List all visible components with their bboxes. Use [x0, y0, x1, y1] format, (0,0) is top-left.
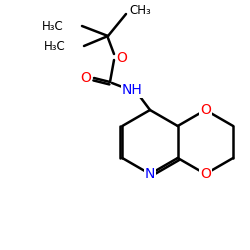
Text: H₃C: H₃C — [42, 20, 64, 32]
Text: O: O — [200, 167, 211, 181]
Text: O: O — [80, 71, 92, 85]
Text: N: N — [145, 167, 155, 181]
Text: H₃C: H₃C — [44, 40, 66, 52]
Text: O: O — [200, 103, 211, 117]
Text: CH₃: CH₃ — [129, 4, 151, 16]
Text: NH: NH — [122, 83, 142, 97]
Text: O: O — [116, 51, 128, 65]
